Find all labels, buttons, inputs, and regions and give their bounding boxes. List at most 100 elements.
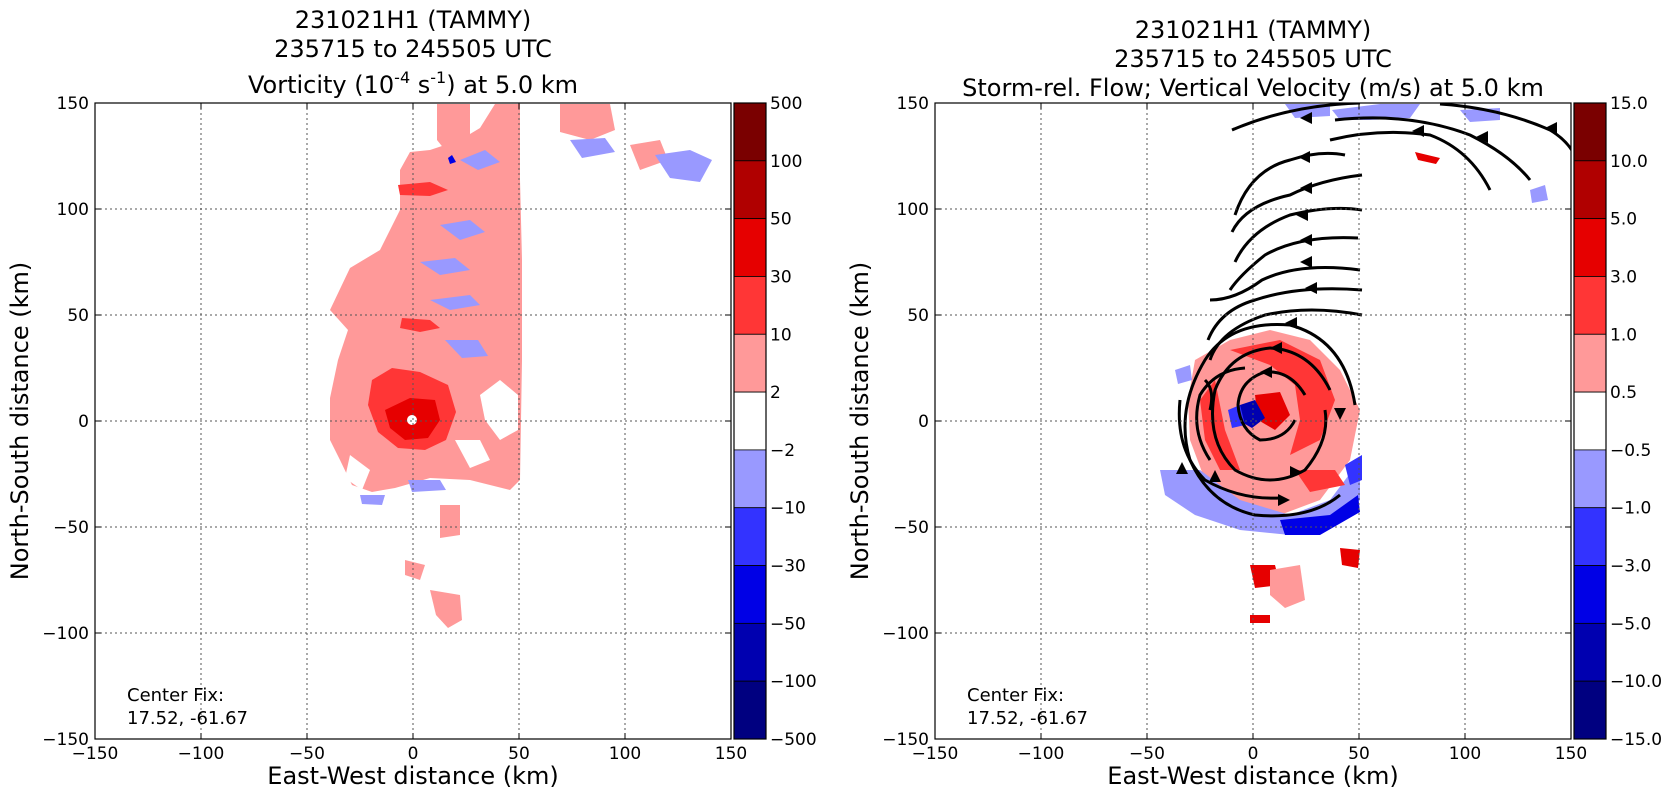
x-tick-label: 50 bbox=[1348, 744, 1370, 764]
streamline-arrowhead bbox=[1290, 466, 1302, 478]
streamline-arrows bbox=[1176, 112, 1557, 506]
colorbar-segment bbox=[1573, 391, 1607, 451]
vorticity-field bbox=[330, 104, 712, 628]
y-tick-label: 50 bbox=[67, 306, 89, 326]
left-gridlines bbox=[95, 103, 731, 739]
x-tick-label: 50 bbox=[508, 744, 530, 764]
colorbar-tick-label: 15.0 bbox=[1610, 94, 1648, 114]
vorticity-center-point bbox=[407, 415, 417, 425]
vorticity-panel: 231021H1 (TAMMY) 235715 to 245505 UTC Vo… bbox=[6, 6, 817, 790]
right-colorbar: 15.0 10.0 5.0 3.0 1.0 0.5 −0.5 −1.0 −3.0 −5.0 −10.… bbox=[1573, 94, 1662, 750]
colorbar-segment bbox=[1573, 218, 1607, 277]
right-center-fix-value: 17.52, -61.67 bbox=[967, 708, 1088, 729]
colorbar-tick-label: 1.0 bbox=[1610, 325, 1637, 345]
streamline-arrowhead bbox=[1300, 182, 1312, 194]
velocity-region-positive bbox=[1340, 548, 1360, 568]
y-tick-label: 150 bbox=[57, 94, 89, 114]
x-tick-label: 0 bbox=[408, 744, 419, 764]
colorbar-tick-label: 50 bbox=[770, 210, 792, 230]
vorticity-region-low-positive bbox=[560, 104, 615, 140]
colorbar-tick-label: −100 bbox=[770, 672, 817, 692]
streamline bbox=[1195, 366, 1246, 461]
streamline bbox=[1233, 206, 1363, 263]
streamline-arrowhead bbox=[1545, 122, 1557, 134]
title-part: ) at 5.0 km bbox=[446, 71, 578, 99]
streamline-arrowhead bbox=[1298, 151, 1310, 163]
right-title-line-3: Storm-rel. Flow; Vertical Velocity (m/s)… bbox=[962, 74, 1544, 102]
x-tick-label: 150 bbox=[1555, 744, 1587, 764]
vorticity-region-core bbox=[400, 318, 440, 332]
streamline-arrowhead bbox=[1300, 112, 1312, 124]
velocity-region-negative bbox=[1345, 455, 1362, 485]
vorticity-region-low-positive bbox=[437, 104, 470, 150]
streamline-arrowhead bbox=[1300, 256, 1312, 268]
colorbar-tick-label: 500 bbox=[770, 94, 802, 114]
colorbar-segment bbox=[733, 218, 767, 277]
streamline bbox=[1231, 103, 1361, 132]
colorbar-tick-label: 3.0 bbox=[1610, 267, 1637, 287]
colorbar-segment bbox=[733, 680, 767, 740]
x-tick-label: −100 bbox=[1018, 744, 1065, 764]
vertical-velocity-panel: 231021H1 (TAMMY) 235715 to 245505 UTC St… bbox=[846, 16, 1662, 790]
vorticity-region-negative bbox=[420, 258, 470, 275]
y-tick-label: −50 bbox=[53, 518, 89, 538]
colorbar-segment bbox=[733, 276, 767, 335]
colorbar-segment bbox=[733, 449, 767, 509]
velocity-region-positive bbox=[1415, 152, 1440, 164]
streamline-arrowhead bbox=[1296, 209, 1308, 221]
left-x-ticks: −150 −100 −50 0 50 100 150 bbox=[72, 103, 747, 764]
streamline-arrowhead bbox=[1285, 317, 1297, 329]
streamline-arrowhead bbox=[1270, 342, 1282, 354]
y-tick-label: 0 bbox=[918, 412, 929, 432]
velocity-region-negative bbox=[1175, 365, 1192, 384]
vorticity-region-negative bbox=[360, 495, 385, 505]
velocity-region-positive bbox=[1295, 470, 1345, 492]
streamline bbox=[1233, 151, 1346, 216]
x-tick-label: 0 bbox=[1248, 744, 1259, 764]
vorticity-gap bbox=[455, 440, 490, 468]
left-colorbar: 500 100 50 30 10 2 −2 −10 −30 −50 −100 −500 bbox=[733, 94, 817, 750]
x-tick-label: −50 bbox=[289, 744, 325, 764]
vorticity-region-low-positive bbox=[630, 140, 668, 170]
colorbar-tick-label: −15.0 bbox=[1610, 730, 1662, 750]
streamline bbox=[1236, 370, 1307, 442]
streamline-arrowhead bbox=[1176, 462, 1188, 474]
right-x-ticks: −150 −100 −50 0 50 100 150 bbox=[912, 103, 1587, 764]
colorbar-segment bbox=[1573, 622, 1607, 682]
colorbar-segment bbox=[733, 102, 767, 162]
vorticity-region-negative bbox=[460, 150, 500, 170]
colorbar-segment bbox=[1573, 507, 1607, 566]
colorbar-segment bbox=[733, 622, 767, 682]
x-tick-label: 100 bbox=[1449, 744, 1481, 764]
right-x-axis-label: East-West distance (km) bbox=[1107, 762, 1398, 790]
vorticity-region-low-positive bbox=[440, 505, 460, 538]
colorbar-segment bbox=[733, 565, 767, 624]
colorbar-tick-label: 30 bbox=[770, 267, 792, 287]
left-y-axis-label: North-South distance (km) bbox=[6, 262, 34, 581]
colorbar-tick-label: −500 bbox=[770, 730, 817, 750]
vorticity-region-negative bbox=[655, 150, 712, 182]
colorbar-tick-label: −10.0 bbox=[1610, 672, 1662, 692]
vorticity-region-negative bbox=[440, 220, 485, 240]
vorticity-region-low-positive bbox=[405, 560, 425, 580]
streamline bbox=[1203, 378, 1214, 411]
streamline-arrowhead bbox=[1412, 125, 1424, 137]
colorbar-tick-label: 2 bbox=[770, 383, 781, 403]
streamline bbox=[1206, 287, 1363, 341]
streamline bbox=[1334, 116, 1532, 181]
right-center-fix-label: Center Fix: bbox=[967, 685, 1064, 706]
streamline-arrowhead bbox=[1305, 282, 1317, 294]
right-gridlines bbox=[935, 103, 1571, 739]
vorticity-region-negative bbox=[408, 480, 446, 492]
streamline bbox=[1228, 236, 1359, 291]
title-part: s bbox=[410, 71, 430, 99]
streamline-arrowhead bbox=[1278, 494, 1290, 506]
left-title-line-2: 235715 to 245505 UTC bbox=[274, 35, 552, 63]
velocity-region-positive bbox=[1230, 340, 1335, 455]
vorticity-region-core bbox=[398, 182, 448, 196]
title-part: Vorticity (10 bbox=[248, 71, 394, 99]
right-y-axis-label: North-South distance (km) bbox=[846, 262, 874, 581]
vorticity-region-negative bbox=[448, 155, 456, 164]
colorbar-tick-label: 100 bbox=[770, 152, 802, 172]
colorbar-tick-label: 0.5 bbox=[1610, 383, 1637, 403]
